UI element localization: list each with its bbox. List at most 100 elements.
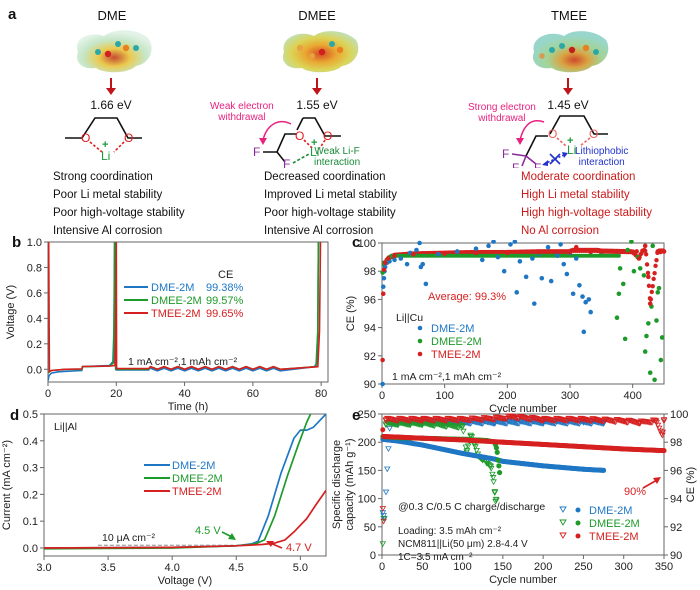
average-annotation: Average: 99.3% [428,291,506,303]
property-item: Intensive Al corrosion [264,225,374,237]
data-point-tmee-2m [599,249,604,254]
oxygen-atom: O [124,131,133,145]
ce-marker [657,428,664,435]
data-point-tmee-2m [385,256,391,261]
data-point [643,252,649,257]
data-point-dme-2m [473,246,479,251]
y2-tick-label: 98 [670,437,682,449]
x-tick-label: 400 [623,390,641,402]
data-point-dmee-2m [620,281,626,287]
data-point-dme-2m [555,253,560,258]
svg-text:O: O [295,129,304,143]
ce-marker [659,429,667,436]
data-point-dme-2m [545,244,551,250]
data-point-dme-2m [539,275,545,281]
data-point-dmee-2m [642,349,648,354]
data-point-tmee-2m [567,249,573,255]
data-point-dmee-2m [654,318,659,323]
reference-annotation: 10 μA cm⁻² [102,532,156,544]
y-tick-label: 200 [358,437,376,449]
x-axis-label: Time (h) [168,401,209,413]
axes-d [40,413,327,560]
capacity-point [495,457,501,463]
property-item: Poor Li metal stability [53,189,163,201]
ce-marker [653,419,661,426]
plot-area-c [380,240,667,387]
y-axis-label: Voltage (V) [5,285,17,339]
data-point-tmee-2m [380,357,385,363]
data-point-dme-2m [420,261,426,267]
svg-text:O: O [323,129,332,143]
plot-frame [381,242,665,385]
ce-marker [486,463,494,469]
legend-title: CE [218,269,233,281]
molecule-title-tmee: TMEE [550,8,588,23]
down-arrow-icon [106,78,116,95]
data-point-dme-2m [491,240,496,244]
down-arrow-icon [563,78,573,95]
svg-text:Li: Li [310,145,319,159]
arrow-icon [228,533,236,540]
arrow-icon [266,541,274,547]
legend-label: DME-2M [431,323,474,335]
arrow-icon [642,479,658,489]
data-point-tmee-2m [536,249,541,255]
panel-label-b: b [12,234,21,251]
plot-area-d [44,414,326,550]
data-point-dme-2m [523,274,529,280]
ce-marker [492,496,500,503]
data-point-dmee-2m [644,333,649,339]
y-tick-label: 96 [364,294,376,306]
x-tick-label: 20 [110,388,122,400]
molecule-title-dmee: DMEE [298,8,336,23]
oxygen-atom: O [81,131,90,145]
loading-annotation: Loading: 3.5 mAh cm⁻² [398,526,502,537]
data-point-dme-2m [517,259,523,264]
data-point-dmee-2m [650,243,656,249]
ce-marker [485,462,493,468]
data-point-dme-2m [514,290,520,295]
y2-tick-label: 92 [670,522,682,534]
data-point [653,263,658,269]
y-tick-label: 0.6 [27,288,42,300]
panel-label-c: c [352,234,360,251]
x-axis-label: Cycle number [489,403,557,415]
y-tick-label: 0.0 [27,364,42,376]
legend-label: TMEE-2M [431,349,481,361]
y-tick-label: 0.4 [27,313,42,325]
ce-marker [490,479,497,486]
esp-surface-tmee [532,31,609,73]
onset-annotation-tmee: 4.7 V [286,542,312,554]
legend-label: DMEE-2M [151,295,202,307]
energy-dme: 1.66 eV [90,98,132,112]
cell-type-annotation: Li||Al [54,421,77,433]
ce-marker [654,422,662,429]
y-tick-label: 92 [364,351,376,363]
x-tick-label: 350 [655,561,673,573]
y-tick-label: 0.4 [23,436,38,448]
data-point-dme-2m [561,261,567,267]
legend-label: DMEE-2M [589,518,640,530]
arrow-icon [653,477,661,484]
property-item: High Li metal stability [521,189,630,201]
data-point-dmee-2m [641,273,647,278]
y-tick-label: 0.8 [27,262,42,274]
data-point-tmee-2m [655,249,661,254]
legend-label: TMEE-2M [172,486,222,498]
plot-frame [47,241,329,383]
x-tick-label: 100 [435,390,453,402]
data-point-dme-2m [577,283,582,288]
esp-surface-dme [76,30,152,73]
y-axis-label: capacity (mAh g⁻¹) [344,439,356,531]
y-tick-label: 0.3 [23,463,38,475]
legend-ce-value: 99.65% [206,308,244,320]
y2-tick-label: 94 [670,494,682,506]
property-item: Decreased coordination [264,171,386,183]
capacity-point [601,467,607,473]
y-tick-label: 0.5 [23,409,38,421]
data-point [616,253,621,258]
ce-marker [660,418,667,425]
data-point-tmee-2m [381,267,387,273]
data-point-dmee-2m [616,291,622,297]
plot-area-e [379,413,667,548]
